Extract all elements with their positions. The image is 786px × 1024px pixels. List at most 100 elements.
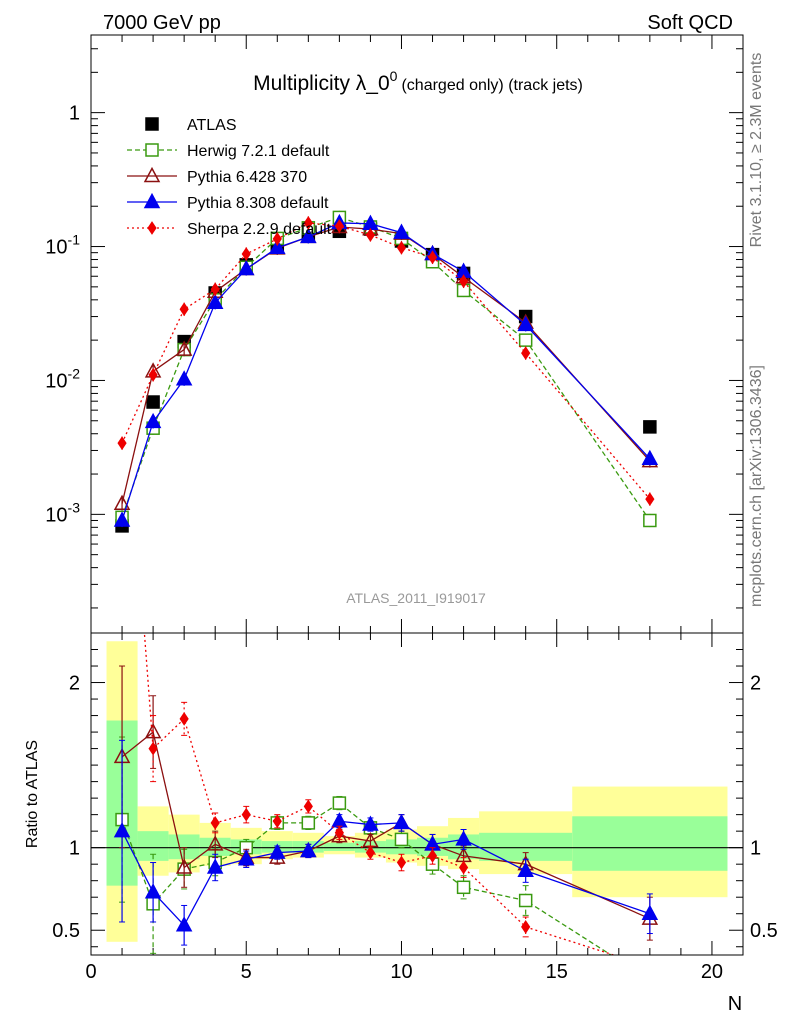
ratio-point [644,974,656,986]
legend: ATLAS Herwig 7.2.1 default Pythia 6.428 37… [127,117,332,238]
series-line [121,222,651,521]
plot-title: Multiplicity λ_00(charged only) (track j… [253,68,583,95]
x-tick-label: 20 [701,961,723,983]
legend-marker [143,192,161,209]
ratio-point [365,845,376,860]
data-point [396,240,407,255]
legend-label: Sherpa 2.2.9 default [187,221,332,238]
series-sherpa-2-2-9-default [117,216,655,506]
series-line [121,222,651,500]
x-tick-label: 10 [390,961,412,983]
ratio-y-tick-label: 0.5 [52,920,80,942]
x-tick-label: 0 [85,961,96,983]
tick-base: 10 [45,504,67,526]
tick-base: 10 [45,370,67,392]
ratio-point [332,796,347,810]
tick-exponent: -2 [68,365,81,381]
data-point [113,511,131,527]
x-tick-label: 5 [241,961,252,983]
series-line [121,226,651,504]
data-point [518,333,533,347]
ratio-point [301,816,316,830]
rivet-label: Rivet 3.1.10, ≥ 2.3M events [748,53,765,248]
data-point [393,223,410,239]
ratio-point [237,850,255,866]
ratio-series-sherpa-2-2-9-default [118,330,616,955]
legend-label: Herwig 7.2.1 default [187,143,330,160]
ratio-point [517,861,534,878]
data-point [458,274,469,289]
legend-marker [145,117,159,131]
data-point [175,340,193,356]
ratio-point [206,858,224,874]
analysis-watermark: ATLAS_2011_I919017 [346,590,486,606]
ratio-line [121,802,613,955]
ratio-point [241,807,251,822]
ratio-point [206,835,224,851]
data-point [645,492,655,506]
title-small: (charged only) (track jets) [401,77,582,94]
ratio-point [427,849,438,863]
ratio-line [121,730,651,920]
uncertainty-band-green [572,816,728,871]
ratio-point [455,830,472,846]
data-point [365,228,376,242]
ratio-point [144,722,162,739]
ratio-series-pythia-8-308-default [113,739,659,946]
top-y-tick-label: 10-1 [45,232,80,259]
title-main: Multiplicity λ_0 [253,72,390,95]
data-point [303,216,313,230]
data-point [210,282,220,297]
ratio-point [458,860,469,875]
ratio-y-tick-label: 2 [69,673,80,695]
ratio-point [456,880,471,895]
ratio-y-tick-label: 1 [69,838,80,860]
ratio-point [331,827,348,843]
ratio-point [272,814,282,829]
ratio-y-tick-label-right: 2 [750,673,761,695]
top-y-tick-label: 10-3 [45,499,80,526]
ratio-point [210,815,220,830]
ratio-point [518,893,533,908]
title-sup: 0 [390,68,398,84]
data-point [643,513,657,528]
data-point [269,238,286,254]
ratio-point [113,822,131,838]
ratio-point [303,799,313,814]
series-pythia-6-428-370 [113,217,659,511]
data-point [643,420,657,434]
ratio-point [521,920,531,934]
top-y-tick-label: 1 [69,103,80,125]
ratio-point [179,711,189,726]
ratio-point [175,916,193,932]
ratio-axis-label: Ratio to ATLAS [24,740,41,848]
data-point [272,232,282,246]
ratio-point [334,825,344,840]
data-point [521,346,531,361]
data-point [517,315,534,332]
ratio-point [144,883,162,899]
ratio-point [118,330,126,342]
uncertainty-band-green [385,839,417,855]
data-point [300,227,317,244]
header-right: Soft QCD [647,12,733,34]
ratio-point [362,815,379,831]
ratio-point [394,832,409,847]
ratio-point [300,841,317,858]
ratio-point [148,741,158,756]
ratio-y-tick-label-right: 1 [750,838,761,860]
top-y-tick-label: 10-2 [45,365,80,392]
ratio-point [175,858,193,874]
tick-exponent: -1 [68,232,81,248]
legend-marker [147,221,157,235]
legend-marker [143,166,161,183]
data-point [113,494,131,510]
data-point [148,368,158,382]
data-point [241,247,251,261]
series-herwig-7-2-1-default [115,210,657,528]
mcplots-label: mcplots.cern.ch [arXiv:1306.3436] [748,365,765,607]
ratio-point [393,813,410,830]
data-point [175,370,193,386]
legend-marker [145,143,159,157]
